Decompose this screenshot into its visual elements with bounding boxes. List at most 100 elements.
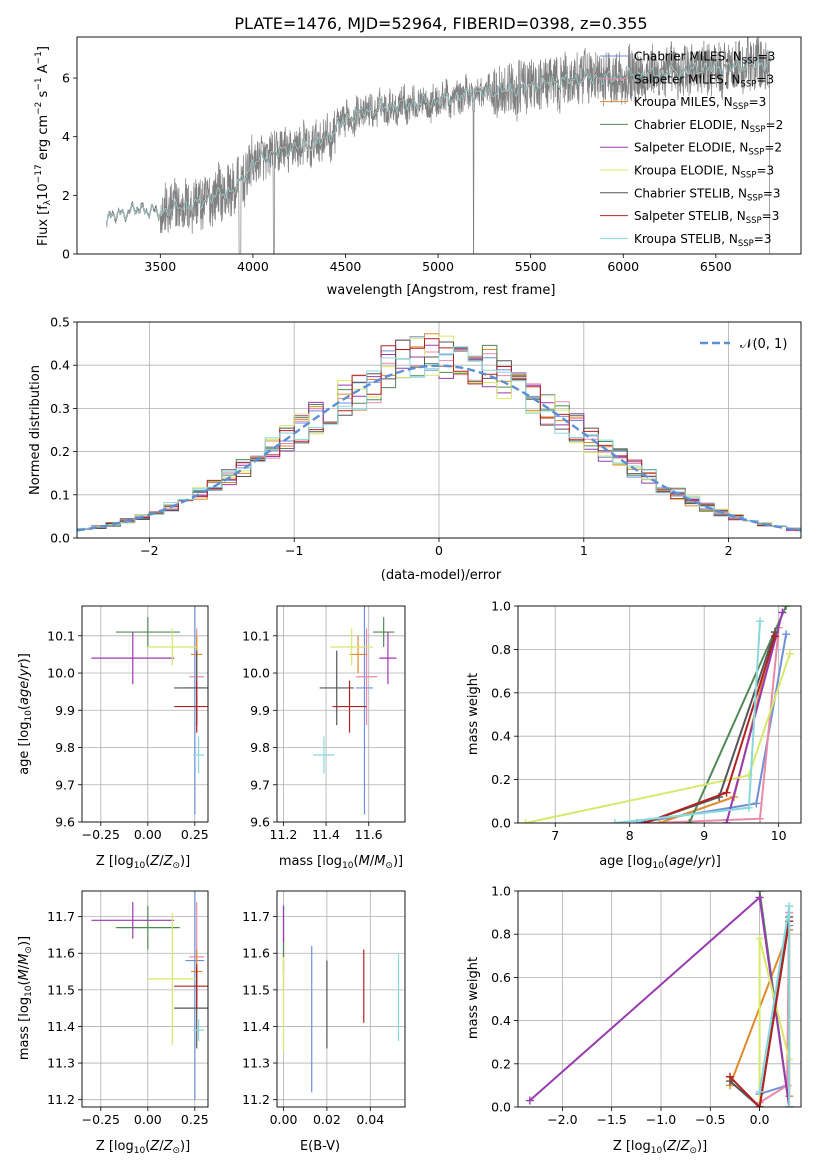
x-tick-label: 6000	[607, 259, 639, 274]
y-tick-label: 0.2	[491, 772, 511, 787]
weight-marker	[755, 1103, 764, 1107]
y-tick-label: 11.6	[47, 946, 75, 961]
y-tick-label: 0.6	[491, 970, 511, 985]
y-tick-label: 1.0	[491, 884, 511, 899]
x-tick-label: 0.25	[181, 827, 209, 842]
age-vs-z-xlabel: Z [log10(Z/Z⊙)]	[96, 854, 190, 871]
legend-label: Kroupa STELIB, NSSP=3	[634, 232, 772, 249]
plot-area	[521, 606, 794, 823]
weight-marker	[755, 893, 764, 902]
y-tick-label: 9.8	[250, 740, 270, 755]
legend-label: Salpeter ELODIE, NSSP=2	[634, 141, 782, 158]
weight-marker	[778, 608, 787, 617]
legend-label: Salpeter MILES, NSSP=3	[634, 72, 774, 89]
y-tick-label: 11.2	[47, 1092, 75, 1107]
x-tick-label: −0.25	[82, 827, 120, 842]
y-tick-label: 0.1	[50, 487, 70, 502]
x-tick-label: 4500	[330, 259, 362, 274]
x-tick-label: 1	[580, 543, 588, 558]
mass-vs-z-panel: −0.25 0.00 0.25 11.2 11.3 11.4 11.5 11.6 11.7	[47, 890, 209, 1127]
plot-area	[91, 891, 208, 1100]
mass-vs-z-ylabel: mass [log10(M/M⊙)]	[17, 936, 34, 1060]
grid	[277, 606, 405, 823]
weight-marker	[770, 632, 779, 641]
x-tick-label: −1.0	[646, 1112, 676, 1127]
y-tick-label: 9.7	[250, 777, 270, 792]
age-vs-mass-panel: 11.2 11.4 11.6 9.6 9.7 9.8 9.9 10.0 10.1	[242, 605, 406, 842]
axes-frame	[76, 321, 802, 539]
y-tick-label: 1.0	[491, 599, 511, 614]
y-tick-label: 11.2	[242, 1092, 270, 1107]
x-tick-label: 0.04	[356, 1112, 384, 1127]
weight-marker	[610, 819, 619, 823]
y-tick-label: 0.0	[50, 531, 70, 546]
weight-marker	[755, 934, 764, 943]
x-tick-label: 7	[551, 828, 559, 843]
y-tick-label: 11.7	[47, 909, 75, 924]
x-tick-label: −2.0	[547, 1112, 577, 1127]
x-tick-label: 5500	[515, 259, 547, 274]
y-tick-label: 9.6	[55, 815, 75, 830]
weight-marker	[785, 649, 794, 658]
y-tick-label: 9.9	[250, 703, 270, 718]
y-tick-label: 0.5	[50, 315, 70, 330]
y-tick-label: 0.2	[50, 444, 70, 459]
plot-area	[525, 891, 794, 1107]
weight-vs-z-panel: −2.0 −1.5 −1.0 −0.5 0.0 0.0 0.2 0.4 0.6 0.8 1.0	[491, 884, 802, 1127]
weight-marker	[521, 819, 530, 823]
legend-label: Kroupa ELODIE, NSSP=3	[634, 164, 774, 181]
weight-marker	[685, 819, 694, 823]
axes-frame	[517, 890, 802, 1108]
x-tick-label: 10	[771, 828, 787, 843]
y-tick-label: 0.4	[491, 1013, 511, 1028]
weight-line	[644, 636, 776, 823]
axes-frame	[517, 605, 802, 824]
residuals-ylabel: Normed distribution	[28, 365, 43, 495]
weight-marker	[655, 819, 664, 823]
legend-label: Kroupa MILES, NSSP=3	[634, 95, 766, 112]
weight-marker	[782, 606, 791, 610]
residuals-xlabel: (data-model)/error	[381, 568, 502, 583]
x-tick-label: 9	[700, 828, 708, 843]
y-tick-label: 0	[62, 247, 70, 262]
y-tick-label: 0.8	[491, 927, 511, 942]
figure-title: PLATE=1476, MJD=52964, FIBERID=0398, z=0…	[234, 14, 647, 33]
spectrum-panel: 3500 4000 4500 5000 5500 6000 6500 0 2 4 6 Chabrier…	[62, 36, 802, 274]
y-tick-label: 11.7	[242, 909, 270, 924]
age-vs-z-ylabel: age [log10(age/yr)]	[17, 653, 34, 775]
plot-area	[77, 333, 801, 538]
weight-marker	[785, 1103, 794, 1107]
weight-vs-z-xlabel: Z [log10(Z/Z⊙)]	[613, 1139, 707, 1156]
x-tick-label: 11.4	[312, 827, 340, 842]
x-tick-label: 6500	[700, 259, 732, 274]
weight-line	[729, 921, 791, 1107]
x-tick-label: 11.6	[355, 827, 383, 842]
legend-label: Salpeter STELIB, NSSP=3	[634, 209, 779, 226]
y-tick-label: 0.8	[491, 642, 511, 657]
plot-area	[282, 905, 400, 1093]
age-vs-z-panel: −0.25 0.00 0.25 9.6 9.7 9.8 9.9 10.0 10.1	[47, 605, 209, 842]
y-tick-label: 9.6	[250, 815, 270, 830]
y-tick-label: 11.4	[242, 1019, 270, 1034]
y-tick-label: 11.6	[242, 946, 270, 961]
y-tick-label: 0.2	[491, 1056, 511, 1071]
weight-line	[652, 627, 780, 823]
weight-marker	[756, 814, 765, 823]
legend-label: Chabrier ELODIE, NSSP=2	[634, 118, 783, 135]
y-tick-label: 9.9	[55, 703, 75, 718]
weight-marker	[785, 902, 794, 911]
grid	[82, 606, 208, 823]
x-tick-label: 0.25	[181, 1112, 209, 1127]
y-tick-label: 0.3	[50, 401, 70, 416]
x-tick-label: 11.2	[269, 827, 297, 842]
y-tick-label: 11.5	[242, 982, 270, 997]
axes-frame	[276, 890, 406, 1108]
weight-vs-age-ylabel: mass weight	[466, 673, 481, 755]
weight-line	[614, 621, 761, 823]
weight-marker	[782, 630, 791, 639]
x-tick-label: 0.00	[134, 1112, 162, 1127]
y-tick-label: 0.4	[50, 358, 70, 373]
weight-marker	[756, 617, 765, 626]
spectrum-ylabel: Flux [fλ10−17 erg cm−2 s−1 A−1]	[34, 46, 53, 246]
